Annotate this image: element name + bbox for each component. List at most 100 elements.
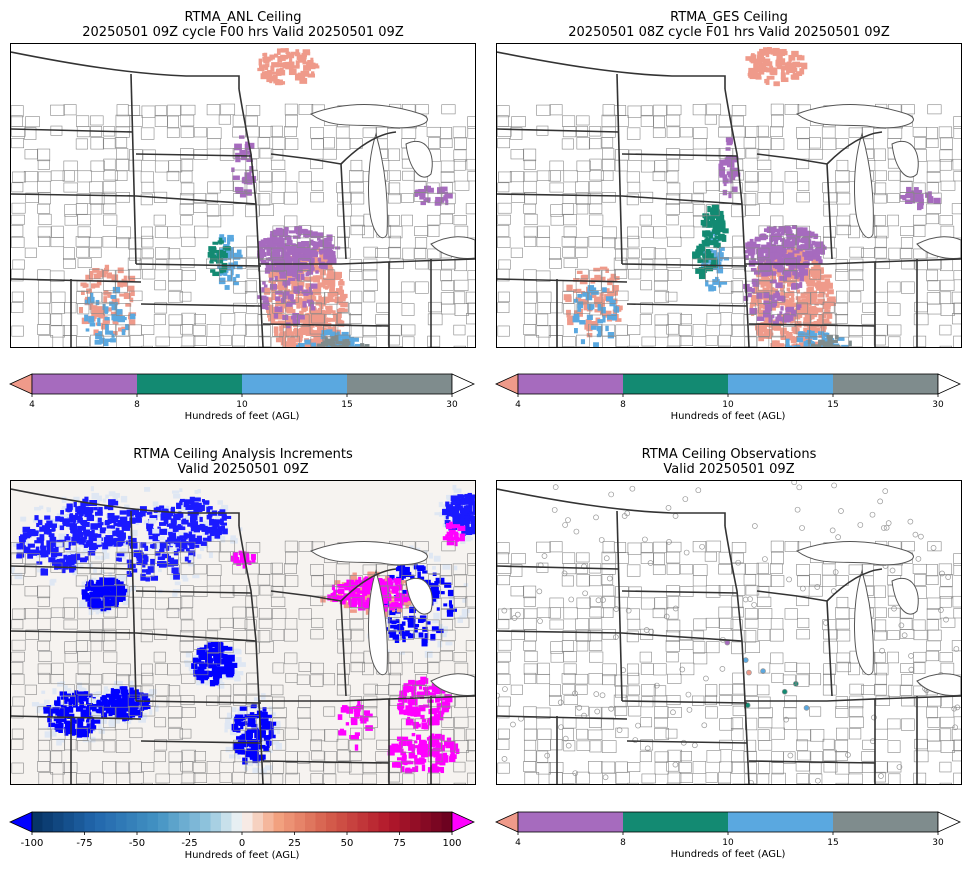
- observation-station: [891, 605, 897, 612]
- panel-title: RTMA Ceiling Analysis Increments Valid 2…: [0, 447, 486, 477]
- observation-station: [871, 714, 877, 721]
- colorbar-segment: [168, 812, 180, 832]
- colorbar-tick-label: 8: [620, 838, 626, 848]
- lake-outline: [854, 132, 874, 239]
- colorbar-tick-label: 30: [932, 838, 944, 848]
- observation-station: [831, 482, 837, 489]
- colorbar-segment: [728, 812, 833, 832]
- state-border: [130, 73, 137, 265]
- county-lines: [497, 103, 961, 347]
- colorbar-segment: [200, 812, 211, 832]
- state-border: [621, 590, 738, 594]
- colorbar-label: Hundreds of feet (AGL): [184, 411, 300, 422]
- observation-station: [613, 606, 620, 612]
- colorbar-label: Hundreds of feet (AGL): [184, 850, 300, 861]
- observation-station: [752, 523, 758, 529]
- observation-station: [896, 764, 903, 770]
- observation-station: [794, 506, 801, 513]
- observation-station: [885, 520, 892, 527]
- observation-station: [783, 716, 789, 723]
- title-line1: RTMA_ANL Ceiling: [184, 10, 302, 25]
- colorbar-tick-label: 15: [827, 400, 839, 410]
- state-border: [497, 715, 628, 720]
- colorbar-tick-label: 10: [722, 400, 734, 410]
- map-increments: [10, 480, 476, 785]
- observation-station: [869, 511, 876, 518]
- lake-outline: [368, 132, 388, 239]
- state-border: [11, 193, 257, 205]
- observation-station: [670, 709, 676, 716]
- colorbar-segment: [368, 812, 379, 832]
- title-line1: RTMA Ceiling Analysis Increments: [133, 447, 353, 462]
- observation-station: [665, 505, 672, 511]
- state-border: [140, 740, 262, 744]
- state-border: [748, 760, 876, 764]
- colorbar-segment: [273, 812, 285, 832]
- colorbar-segment: [728, 374, 833, 394]
- map-observations: [496, 480, 962, 785]
- observation-station: [511, 615, 518, 621]
- lake-outline: [368, 569, 388, 676]
- observation-station: [719, 666, 726, 672]
- observation-station: [786, 576, 792, 583]
- lake-outline: [916, 236, 961, 259]
- state-border: [616, 73, 623, 265]
- colorbar-tick-label: -75: [76, 838, 93, 849]
- observation-station: [908, 666, 915, 673]
- colorbar-tick-label: 8: [620, 400, 626, 410]
- observation-station: [746, 669, 752, 676]
- observation-station: [497, 692, 501, 699]
- observation-station: [912, 531, 919, 538]
- state-border: [259, 698, 390, 784]
- observation-station: [939, 570, 945, 577]
- observation-station: [791, 481, 798, 486]
- colorbar-segment: [179, 812, 190, 832]
- observation-station: [760, 668, 766, 674]
- title-line2: 20250501 08Z cycle F01 hrs Valid 2025050…: [568, 25, 890, 40]
- observation-station: [602, 774, 609, 781]
- observation-station: [803, 704, 810, 711]
- state-border: [11, 715, 142, 720]
- colorbar-segment: [357, 812, 369, 832]
- state-border: [748, 323, 876, 327]
- observation-station: [685, 691, 692, 698]
- colorbar-label: Hundreds of feet (AGL): [670, 849, 786, 860]
- colorbar-segment: [410, 812, 421, 832]
- state-border: [497, 128, 620, 133]
- state-border: [626, 303, 748, 307]
- colorbar-segment: [147, 812, 159, 832]
- observation-station: [889, 567, 896, 574]
- observation-station: [679, 666, 686, 673]
- colorbar-segment: [74, 812, 85, 832]
- observation-station: [672, 513, 679, 519]
- colorbar-over-arrow: [937, 811, 961, 833]
- observation-station: [558, 724, 564, 731]
- observation-station: [536, 588, 543, 595]
- observation-station: [551, 507, 558, 513]
- colorbar-segment: [32, 374, 137, 394]
- state-border: [621, 700, 748, 704]
- observation-station: [594, 708, 601, 715]
- state-border: [874, 258, 961, 263]
- colorbar-segment: [53, 812, 64, 832]
- observation-station: [762, 556, 768, 562]
- colorbar-segment: [105, 812, 117, 832]
- state-border: [259, 261, 390, 347]
- observation-station: [544, 752, 551, 759]
- title-line2: 20250501 09Z cycle F00 hrs Valid 2025050…: [82, 25, 404, 40]
- observation-station: [908, 653, 914, 659]
- field-layer: [11, 484, 475, 775]
- map-analysis: [10, 43, 476, 348]
- colorbar-segment: [221, 812, 232, 832]
- state-border: [756, 590, 833, 697]
- observation-station: [683, 549, 690, 556]
- lake-outline: [430, 673, 475, 696]
- observation-station: [501, 756, 508, 762]
- observation-station: [878, 773, 884, 779]
- title-line2: Valid 20250501 09Z: [177, 462, 309, 477]
- colorbar-segment: [833, 812, 938, 832]
- observation-station: [701, 722, 708, 729]
- observation-station: [625, 607, 632, 614]
- lake-outline: [405, 140, 433, 178]
- colorbar-tick-label: 0: [238, 838, 246, 849]
